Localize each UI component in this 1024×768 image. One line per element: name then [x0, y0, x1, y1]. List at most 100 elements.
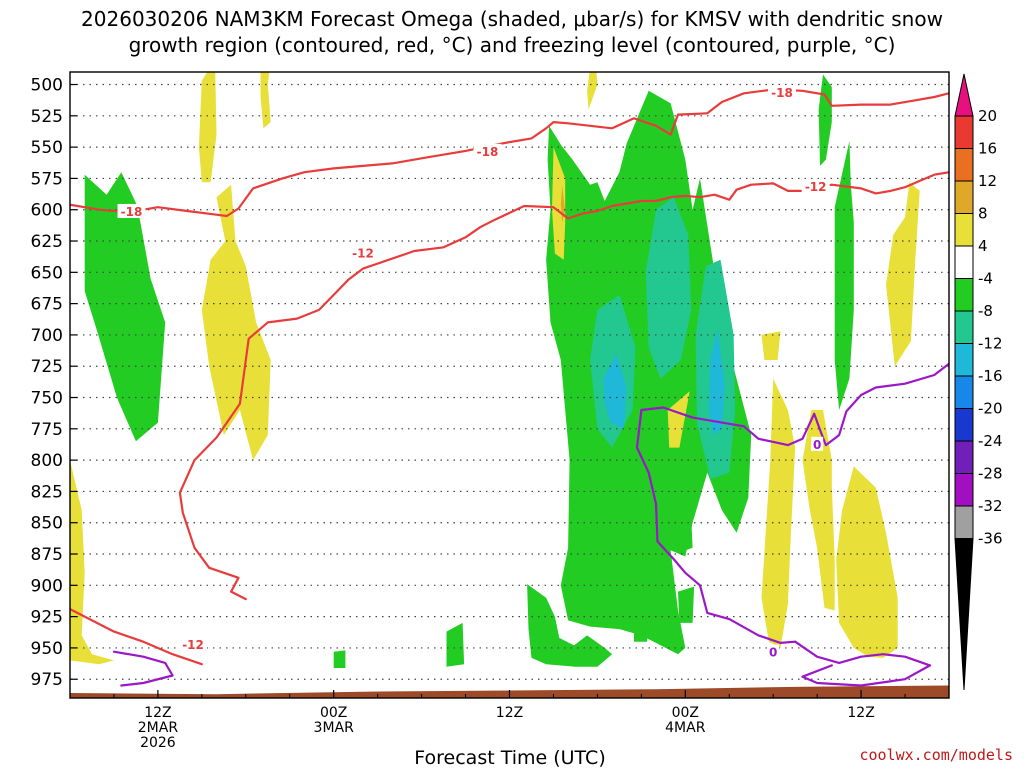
- x-tick-label: 12Z: [847, 705, 874, 721]
- y-tick-label: 575: [31, 169, 63, 189]
- omega-colorbar: 20 16 12 8 4 -4 -8 -12 -16 -20 -24 -28 -32 -36: [954, 73, 1003, 691]
- colorbar-swatch: [954, 180, 974, 214]
- omega-region: [818, 74, 832, 166]
- x-tick-label: 2MAR: [138, 720, 179, 736]
- x-tick-label: 00Z: [672, 705, 699, 721]
- x-tick-label: 4MAR: [665, 720, 706, 736]
- colorbar-label: 20: [978, 107, 997, 125]
- freezing-level-line: [640, 362, 949, 447]
- omega-region: [678, 586, 695, 623]
- omega-region: [552, 147, 566, 260]
- omega-region: [333, 650, 346, 668]
- chart-title-line2: growth region (contoured, red, °C) and f…: [129, 33, 896, 57]
- omega-region: [761, 378, 796, 648]
- dendritic-contour-label: -12: [805, 180, 827, 194]
- omega-region: [546, 90, 752, 655]
- x-axis-label: Forecast Time (UTC): [414, 747, 605, 768]
- x-tick-label: 12Z: [144, 705, 171, 721]
- colorbar-label: 4: [978, 237, 988, 255]
- y-tick-label: 675: [31, 295, 63, 315]
- y-tick-label: 700: [31, 326, 63, 346]
- omega-region: [201, 184, 271, 461]
- colorbar-label: 8: [978, 205, 988, 223]
- y-tick-label: 925: [31, 608, 63, 628]
- colorbar-swatch: [954, 245, 974, 279]
- omega-region: [667, 391, 690, 448]
- y-tick-label: 875: [31, 545, 63, 565]
- contour-label-background: [801, 178, 830, 193]
- y-tick-label: 725: [31, 357, 63, 377]
- freezing-level-line: [112, 650, 174, 687]
- omega-region: [645, 197, 692, 379]
- colorbar-swatch: [954, 408, 974, 442]
- y-tick-label: 525: [31, 107, 63, 127]
- colorbar-swatch: [954, 473, 974, 507]
- omega-region: [260, 72, 271, 129]
- credit-text: coolwx.com/models: [859, 746, 1013, 764]
- omega-region: [708, 328, 725, 436]
- x-tick-label: 00Z: [320, 705, 347, 721]
- colorbar-bottom-arrow: [954, 538, 974, 691]
- colorbar-top-arrow: [954, 73, 974, 117]
- contour-label-background: [811, 436, 824, 451]
- dendritic-contour-label: -18: [121, 205, 143, 219]
- colorbar-swatch: [954, 343, 974, 377]
- x-tick-label: 12Z: [496, 705, 523, 721]
- omega-region: [70, 460, 114, 665]
- x-tick-label: 2026: [140, 735, 176, 751]
- omega-region: [886, 182, 920, 367]
- y-tick-label: 500: [31, 76, 63, 96]
- contour-label-background: [117, 203, 146, 218]
- y-tick-label: 825: [31, 482, 63, 502]
- chart-title-line1: 2026030206 NAM3KM Forecast Omega (shaded…: [81, 7, 943, 31]
- y-tick-label: 750: [31, 389, 63, 409]
- dendritic-contour-label: -18: [477, 145, 499, 159]
- colorbar-swatch: [954, 310, 974, 344]
- dendritic-contour-label: -18: [771, 86, 793, 100]
- colorbar-label: -20: [978, 400, 1003, 418]
- colorbar-label: -4: [978, 270, 993, 288]
- freezing-level-label: 0: [769, 646, 777, 660]
- contour-label-background: [473, 143, 502, 158]
- omega-region: [84, 172, 166, 442]
- omega-region: [603, 353, 627, 429]
- y-axis: 500 525 550 575 600 625 650 675 700 725 750 775 800 8…: [31, 76, 77, 690]
- omega-region: [527, 584, 613, 667]
- y-tick-label: 600: [31, 201, 63, 221]
- colorbar-label: 16: [978, 140, 997, 158]
- colorbar-swatch: [954, 440, 974, 474]
- omega-region: [446, 622, 465, 667]
- colorbar-label: -32: [978, 497, 1003, 515]
- y-tick-label: 625: [31, 232, 63, 252]
- contour-label-background: [767, 644, 780, 659]
- dendritic-contour-line: [70, 88, 949, 218]
- dendritic-contour-line: [70, 607, 203, 666]
- colorbar-swatch: [954, 505, 974, 539]
- colorbar-swatch: [954, 213, 974, 247]
- contour-label-background: [767, 85, 796, 100]
- omega-region: [682, 485, 693, 552]
- omega-region: [834, 140, 854, 410]
- colorbar-label: -36: [978, 530, 1003, 548]
- y-tick-label: 775: [31, 420, 63, 440]
- colorbar-label: -12: [978, 335, 1003, 353]
- contour-label-background: [179, 637, 208, 652]
- colorbar-swatch: [954, 115, 974, 149]
- colorbar-swatch: [954, 375, 974, 409]
- omega-region: [802, 410, 835, 611]
- omega-region: [836, 466, 898, 658]
- x-tick-label: 3MAR: [314, 720, 355, 736]
- omega-shading: [70, 72, 949, 698]
- y-tick-label: 550: [31, 138, 63, 158]
- y-tick-label: 850: [31, 514, 63, 534]
- colorbar-label: 12: [978, 172, 997, 190]
- dendritic-contour-label: -12: [352, 246, 374, 260]
- y-tick-label: 975: [31, 670, 63, 690]
- colorbar-label: -24: [978, 432, 1003, 450]
- omega-region: [761, 331, 781, 360]
- freezing-level-line: [635, 408, 797, 645]
- freezing-level-line: [794, 640, 932, 687]
- dendritic-contour-label: -12: [182, 638, 204, 652]
